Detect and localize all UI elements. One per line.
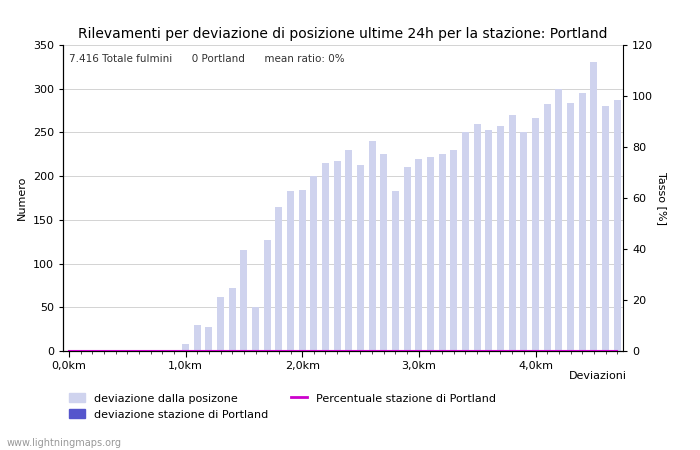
Bar bbox=[240, 251, 247, 351]
Bar bbox=[544, 104, 551, 351]
Bar bbox=[299, 190, 306, 351]
Bar bbox=[415, 159, 422, 351]
Legend: deviazione dalla posizone, deviazione stazione di Portland, Percentuale stazione: deviazione dalla posizone, deviazione st… bbox=[69, 393, 496, 420]
Bar bbox=[334, 161, 341, 351]
Bar bbox=[439, 154, 446, 351]
Bar bbox=[310, 176, 317, 351]
Y-axis label: Tasso [%]: Tasso [%] bbox=[657, 171, 667, 225]
Title: Rilevamenti per deviazione di posizione ultime 24h per la stazione: Portland: Rilevamenti per deviazione di posizione … bbox=[78, 27, 608, 41]
Bar bbox=[485, 130, 492, 351]
Bar bbox=[497, 126, 504, 351]
Bar bbox=[392, 191, 399, 351]
Bar bbox=[567, 103, 574, 351]
Bar bbox=[509, 115, 516, 351]
Bar bbox=[532, 117, 539, 351]
Bar bbox=[555, 89, 562, 351]
Bar bbox=[474, 124, 481, 351]
Bar bbox=[450, 150, 457, 351]
Bar bbox=[217, 297, 224, 351]
Bar bbox=[427, 157, 434, 351]
Bar bbox=[182, 344, 189, 351]
Bar bbox=[579, 93, 586, 351]
Bar bbox=[380, 154, 387, 351]
Bar bbox=[264, 240, 271, 351]
Bar bbox=[404, 167, 411, 351]
Text: 7.416 Totale fulmini      0 Portland      mean ratio: 0%: 7.416 Totale fulmini 0 Portland mean rat… bbox=[69, 54, 344, 64]
Bar bbox=[275, 207, 282, 351]
Bar bbox=[205, 328, 212, 351]
Text: Deviazioni: Deviazioni bbox=[568, 371, 627, 381]
Bar bbox=[252, 307, 259, 351]
Bar bbox=[229, 288, 236, 351]
Bar bbox=[614, 100, 621, 351]
Bar bbox=[345, 150, 352, 351]
Bar bbox=[462, 132, 469, 351]
Y-axis label: Numero: Numero bbox=[18, 176, 27, 220]
Bar bbox=[602, 106, 609, 351]
Bar bbox=[194, 325, 201, 351]
Bar bbox=[322, 163, 329, 351]
Bar bbox=[357, 165, 364, 351]
Text: www.lightningmaps.org: www.lightningmaps.org bbox=[7, 438, 122, 448]
Bar bbox=[287, 191, 294, 351]
Bar bbox=[520, 132, 527, 351]
Bar bbox=[590, 63, 597, 351]
Bar bbox=[369, 141, 376, 351]
